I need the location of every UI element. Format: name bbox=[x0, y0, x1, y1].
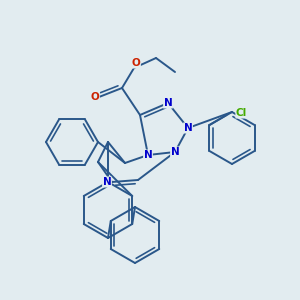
Text: N: N bbox=[103, 177, 111, 187]
Text: O: O bbox=[132, 58, 140, 68]
Text: N: N bbox=[171, 147, 179, 157]
Text: N: N bbox=[164, 98, 172, 108]
Text: N: N bbox=[144, 150, 152, 160]
Text: Cl: Cl bbox=[236, 108, 247, 118]
Text: N: N bbox=[184, 123, 192, 133]
Text: O: O bbox=[91, 92, 99, 102]
